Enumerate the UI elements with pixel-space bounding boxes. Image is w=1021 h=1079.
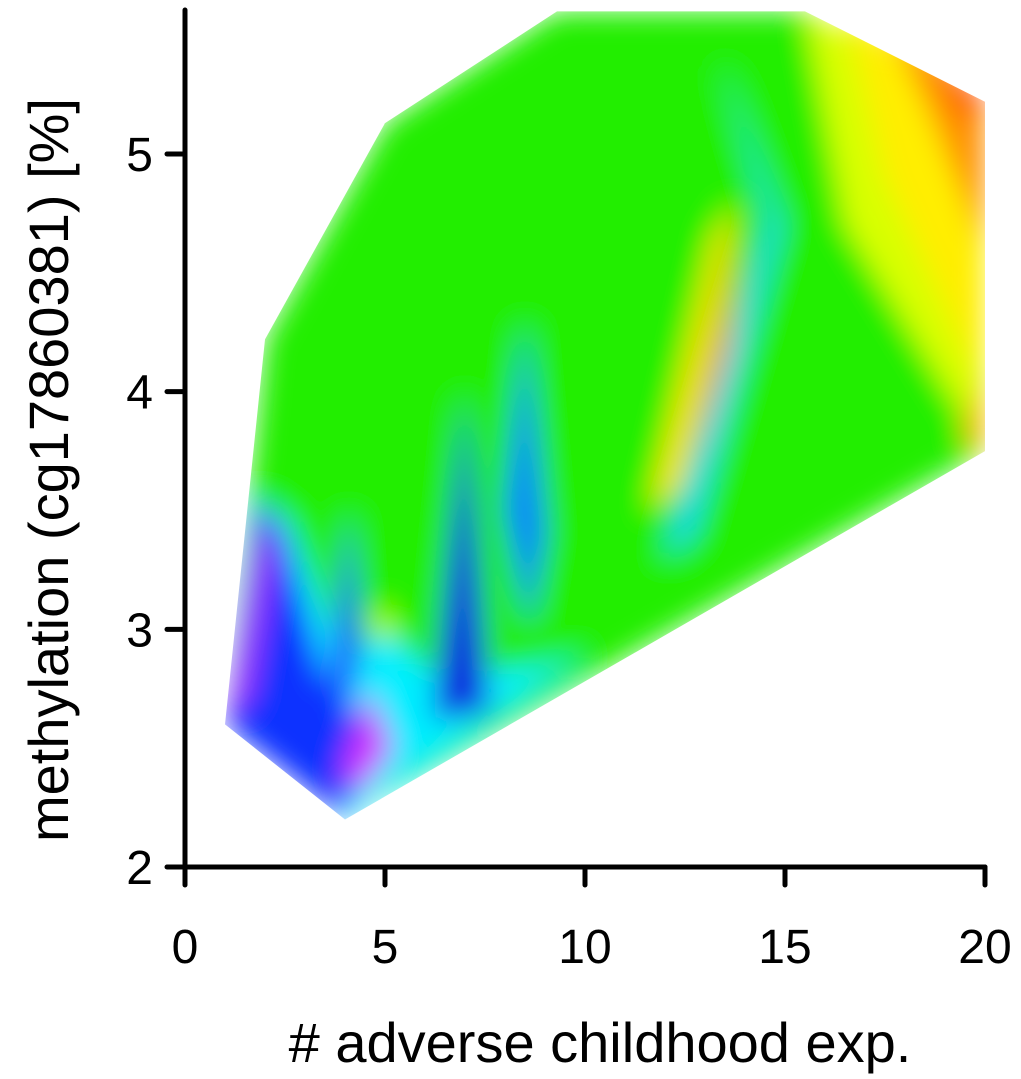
x-axis-label: # adverse childhood exp. xyxy=(289,1011,912,1074)
y-axis-label: methylation (cg17860381) [%] xyxy=(17,98,80,842)
y-tick-label-5: 5 xyxy=(126,129,153,182)
y-tick-label-4: 4 xyxy=(126,367,153,420)
contour-region-8 xyxy=(649,201,737,511)
contour-region-16 xyxy=(369,600,397,642)
contour-region-6 xyxy=(433,391,489,720)
contour-region-3 xyxy=(229,510,273,713)
y-tick-label-3: 3 xyxy=(126,604,153,657)
x-tick-label-0: 0 xyxy=(172,921,199,974)
axes: 2 3 4 5 0 5 10 15 20 xyxy=(126,7,1012,974)
contour-region-4 xyxy=(341,688,393,796)
contour-surface xyxy=(225,11,985,820)
x-tick-label-10: 10 xyxy=(558,921,611,974)
x-tick-label-20: 20 xyxy=(958,921,1011,974)
y-tick-label-2: 2 xyxy=(126,842,153,895)
contour-region-5 xyxy=(329,510,361,725)
contour-region-9 xyxy=(681,189,749,535)
x-tick-label-15: 15 xyxy=(758,921,811,974)
contour-region-7 xyxy=(505,320,545,630)
x-tick-label-5: 5 xyxy=(372,921,399,974)
contour-region-0 xyxy=(225,11,985,820)
contour-region-15 xyxy=(961,367,985,452)
